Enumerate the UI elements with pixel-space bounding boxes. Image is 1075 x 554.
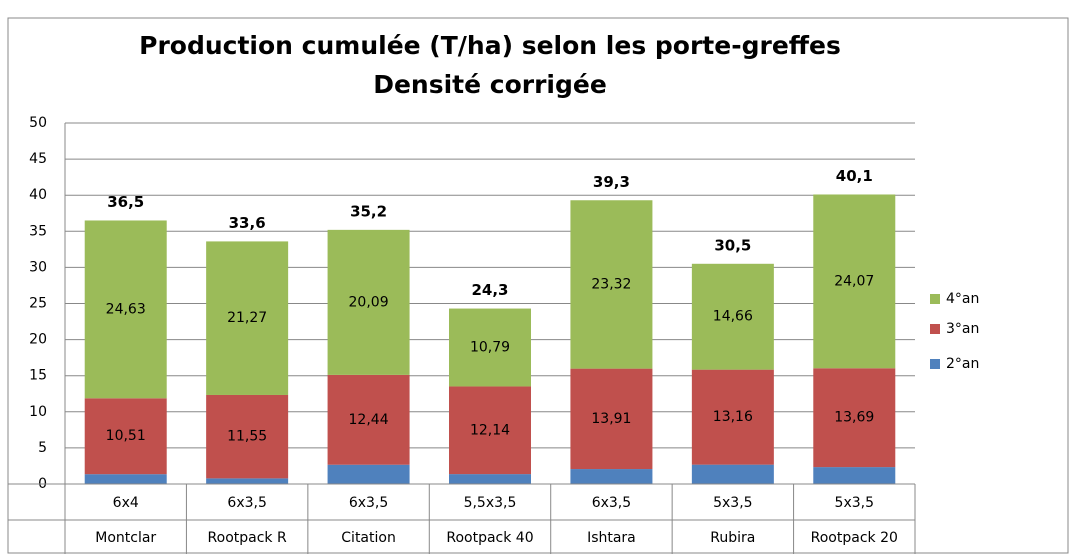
value-label: 21,27 [227,310,267,326]
y-tick-label: 30 [29,259,47,275]
value-label: 12,14 [470,422,510,438]
y-tick-label: 25 [29,296,47,312]
bar-segment [449,386,531,475]
value-label: 24,63 [106,301,146,317]
value-label: 24,07 [834,273,874,289]
legend-label: 3°an [946,321,979,337]
x-tick-label: Ishtara [587,530,636,546]
y-tick-label: 35 [29,223,47,239]
total-label: 40,1 [836,167,873,185]
value-label: 12,44 [349,412,389,428]
value-label: 14,66 [713,309,753,325]
x-tick-label: Citation [341,530,396,546]
legend-swatch [930,324,940,334]
total-label: 39,3 [593,173,630,191]
x-tick-label: Rubira [710,530,755,546]
x-tick-sublabel: 6x3,5 [592,495,631,511]
total-label: 24,3 [471,281,508,299]
x-tick-sublabel: 6x4 [113,495,139,511]
bar-segment [570,368,653,470]
x-tick-label: Rootpack 40 [446,530,533,546]
value-label: 10,79 [470,340,510,356]
x-tick-sublabel: 5x3,5 [835,495,874,511]
y-tick-label: 5 [38,440,47,456]
total-label: 35,2 [350,202,387,220]
y-tick-label: 20 [29,332,47,348]
bar-segment [570,200,653,369]
bar-segment [449,474,531,484]
bar-segment [206,241,289,395]
x-tick-label: Rootpack 20 [811,530,898,546]
legend-label: 4°an [946,291,979,307]
bar-segment [813,194,896,369]
bar-segment [327,374,410,465]
chart-title: Production cumulée (T/ha) selon les port… [139,31,841,60]
bar-segment [84,474,167,484]
value-label: 11,55 [227,429,267,445]
bar-segment [84,220,167,399]
y-tick-label: 40 [29,187,47,203]
x-tick-sublabel: 5x3,5 [713,495,752,511]
value-label: 10,51 [106,428,146,444]
value-label: 13,16 [713,409,753,425]
legend-swatch [930,294,940,304]
bar-segment [206,394,289,479]
y-tick-label: 45 [29,151,47,167]
bar-segment [691,369,774,465]
x-tick-label: Montclar [95,530,156,546]
legend-swatch [930,359,940,369]
value-label: 20,09 [349,294,389,310]
chart-subtitle: Densité corrigée [373,70,607,99]
value-label: 23,32 [591,276,631,292]
x-tick-sublabel: 6x3,5 [227,495,266,511]
bar-segment [327,229,410,375]
bar-segment [813,467,896,484]
y-tick-label: 10 [29,404,47,420]
total-label: 33,6 [229,214,266,232]
value-label: 13,91 [591,411,631,427]
x-tick-sublabel: 6x3,5 [349,495,388,511]
total-label: 30,5 [714,236,751,254]
x-tick-label: Rootpack R [208,530,287,546]
bar-segment [84,398,167,475]
bar-segment [449,308,531,387]
bar-segment [691,464,774,484]
bar-segment [813,368,896,468]
value-label: 13,69 [834,410,874,426]
total-label: 36,5 [107,193,144,211]
y-tick-label: 50 [29,115,47,131]
legend-label: 2°an [946,356,979,372]
bar-segment [206,478,289,484]
bar-segment [327,464,410,484]
x-tick-sublabel: 5,5x3,5 [464,495,517,511]
y-tick-label: 15 [29,368,47,384]
bar-segment [570,469,653,484]
bar-segment [691,263,774,370]
